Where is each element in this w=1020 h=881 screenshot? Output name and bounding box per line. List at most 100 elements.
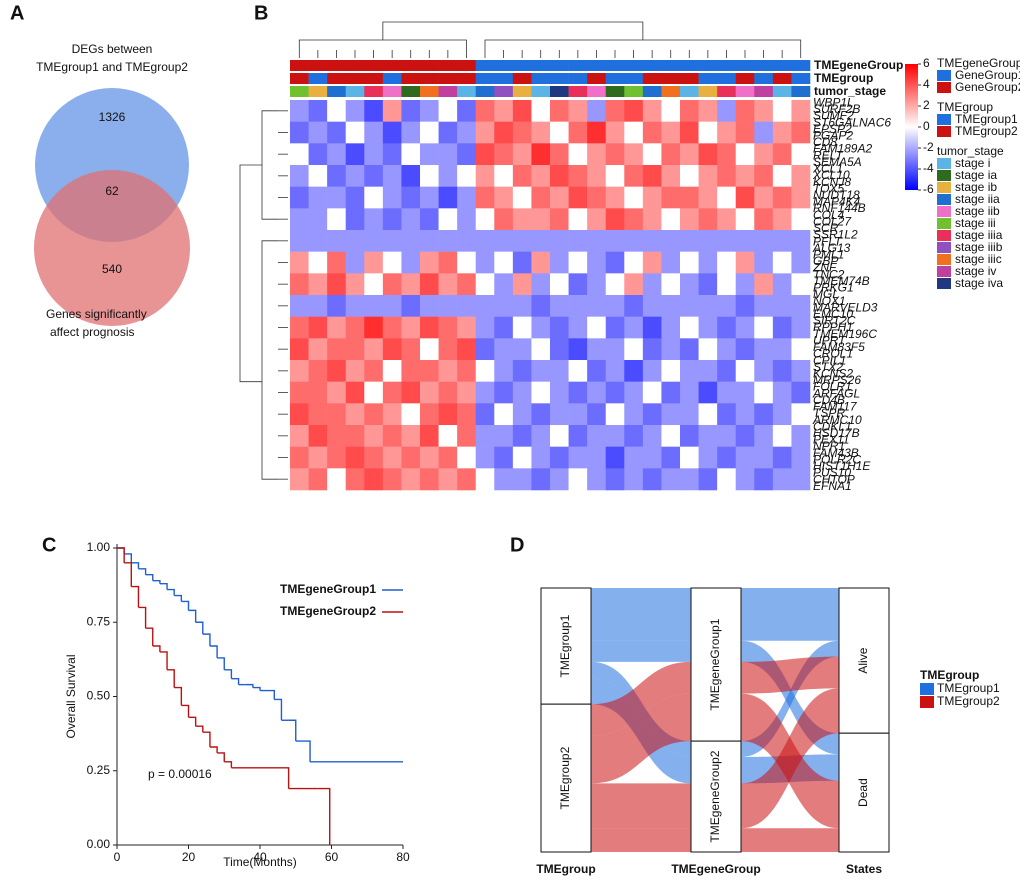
heatmap-cell <box>290 208 309 231</box>
heatmap-cell <box>754 208 774 231</box>
legend-label: stage iiib <box>955 240 1003 254</box>
heatmap-cell <box>364 230 384 252</box>
heatmap-cell <box>698 251 718 274</box>
heatmap-cell <box>364 100 384 122</box>
annotation-cell <box>290 86 309 97</box>
panel-label: D <box>510 534 524 556</box>
heatmap-cell <box>568 446 588 469</box>
heatmap-cell <box>754 186 774 209</box>
heatmap-cell <box>624 425 644 447</box>
heatmap-cell <box>382 251 402 274</box>
heatmap-cell <box>717 403 737 426</box>
gene-label: KCNS2 <box>813 366 853 380</box>
heatmap-cell <box>345 360 365 382</box>
heatmap-cell <box>680 165 699 187</box>
stratum-label: TMEgeneGroup2 <box>708 750 722 842</box>
legend-title: tumor_stage <box>937 144 1004 158</box>
heatmap-cell <box>680 273 699 296</box>
venn-count: 1326 <box>99 110 126 124</box>
heatmap-cell <box>382 468 402 491</box>
legend-swatch <box>937 278 951 289</box>
heatmap-cell <box>290 100 309 122</box>
heatmap-cell <box>438 381 458 404</box>
survival-step <box>252 686 261 691</box>
heatmap-cell <box>735 425 755 447</box>
heatmap-cell <box>494 230 514 252</box>
y-tick-label: 0.00 <box>87 837 111 851</box>
survival-step <box>217 657 225 670</box>
heatmap-cell <box>661 100 681 122</box>
heatmap-cell <box>345 381 365 404</box>
heatmap-cell <box>308 381 328 404</box>
survival-step <box>288 719 297 742</box>
heatmap-cell <box>457 230 477 252</box>
heatmap-cell <box>698 273 718 296</box>
heatmap-cell <box>587 100 607 122</box>
heatmap-cell <box>624 100 644 122</box>
heatmap-cell <box>568 143 588 166</box>
heatmap-cell <box>308 425 328 447</box>
y-tick-label: 0.25 <box>87 763 111 777</box>
heatmap-cell <box>494 316 514 339</box>
legend-swatch <box>937 182 951 193</box>
heatmap-cell <box>420 100 439 122</box>
heatmap-cell <box>642 295 662 317</box>
alluvium <box>741 640 839 757</box>
alluvium <box>591 783 691 829</box>
heatmap-cell <box>772 381 792 404</box>
heatmap-cell <box>345 316 365 339</box>
survival-step <box>131 585 140 608</box>
heatmap-cell <box>382 338 402 361</box>
heatmap-cell <box>345 143 365 166</box>
heatmap-cell <box>327 100 347 122</box>
heatmap-cell <box>364 360 384 382</box>
stratum-label: Dead <box>856 778 870 807</box>
heatmap-panel: TMEgeneGroupTMEgrouptumor_stageWBP1LSURF… <box>239 21 1020 493</box>
gene-label: TOX5 <box>813 181 844 195</box>
heatmap-cell <box>327 143 347 166</box>
heatmap-cell <box>698 316 718 339</box>
gene-label: CROL1 <box>813 347 853 361</box>
annotation-name: TMEgeneGroup <box>814 58 903 72</box>
annotation-cell <box>661 86 681 97</box>
heatmap-cell <box>550 316 569 339</box>
gene-label: RPPH1 <box>813 320 853 334</box>
heatmap-cell <box>420 316 439 339</box>
heatmap-cell <box>494 186 514 209</box>
heatmap-cell <box>717 360 737 382</box>
heatmap-cell <box>550 273 569 296</box>
heatmap-cell <box>420 295 439 317</box>
heatmap-cell <box>587 403 607 426</box>
heatmap-cell <box>550 403 569 426</box>
survival-step <box>181 704 190 718</box>
heatmap-cell <box>364 208 384 231</box>
heatmap-cell <box>420 251 439 274</box>
heatmap-cell <box>642 121 662 144</box>
heatmap-cell <box>550 381 569 404</box>
heatmap-cell <box>698 338 718 361</box>
annotation-cell <box>457 86 477 97</box>
heatmap-cell <box>550 446 569 469</box>
heatmap-cell <box>605 446 625 469</box>
heatmap-cell <box>494 295 514 317</box>
annotation-cell <box>457 73 477 84</box>
heatmap-cell <box>754 230 774 252</box>
gene-label: PUS10 <box>813 466 851 480</box>
heatmap-cell <box>568 381 588 404</box>
stratum <box>540 703 592 853</box>
annotation-cell <box>382 60 402 71</box>
heatmap-cell <box>642 381 662 404</box>
heatmap-cell <box>624 403 644 426</box>
heatmap-cell <box>642 316 662 339</box>
heatmap-cell <box>568 100 588 122</box>
legend-swatch <box>937 82 951 93</box>
heatmap-cell <box>438 100 458 122</box>
heatmap-cell <box>772 121 792 144</box>
heatmap-cell <box>568 165 588 187</box>
legend-swatch <box>937 206 951 217</box>
annotation-cell <box>680 73 699 84</box>
heatmap-cell <box>382 295 402 317</box>
legend-label: TMEgeneGroup2 <box>280 604 376 618</box>
heatmap-cell <box>475 100 495 122</box>
x-tick-label: 20 <box>182 850 196 864</box>
